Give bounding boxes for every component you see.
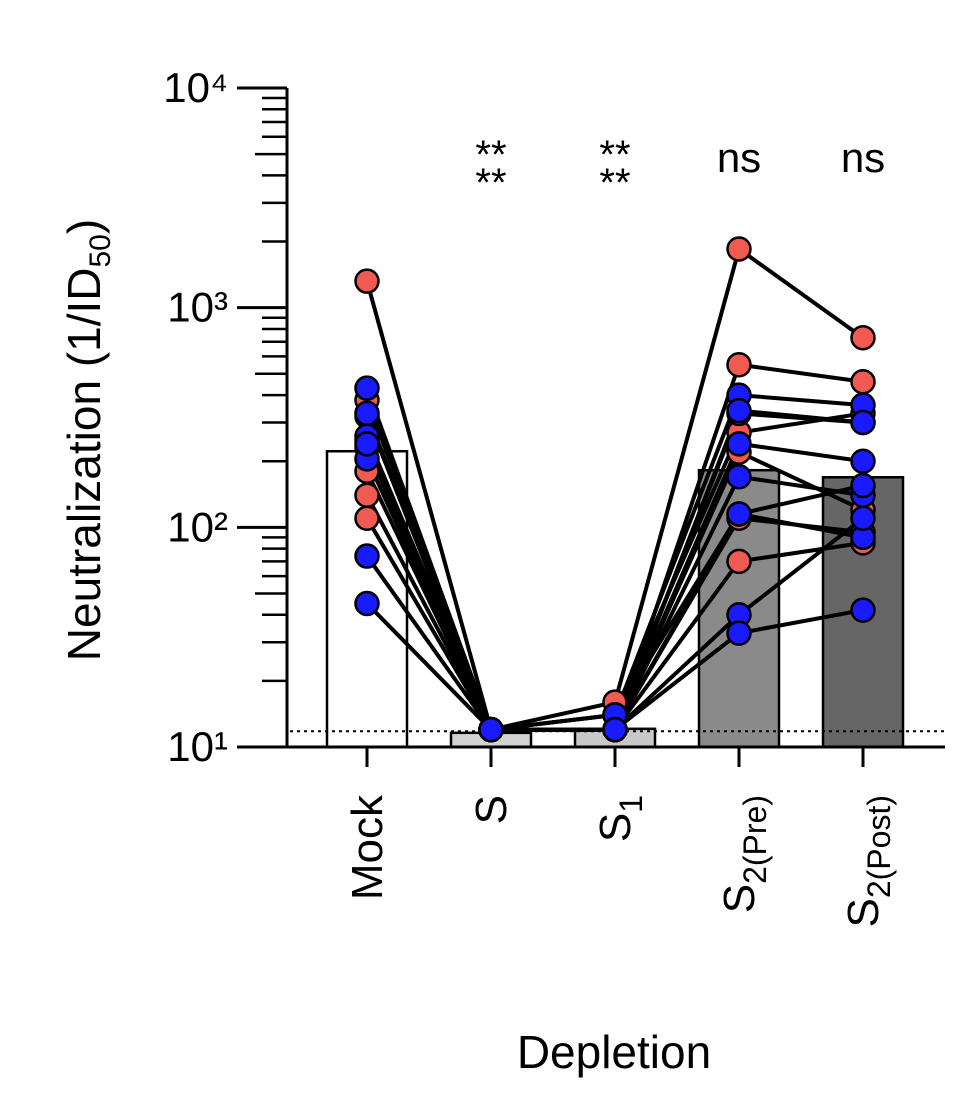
subject-point bbox=[850, 324, 876, 351]
subject-point bbox=[850, 368, 876, 395]
category-subscript: 2(Pre) bbox=[737, 795, 773, 884]
y-tick-label: 10² bbox=[167, 503, 228, 550]
significance-label: ns bbox=[717, 134, 761, 181]
subject-point bbox=[354, 505, 380, 531]
subject-point bbox=[602, 716, 628, 743]
subject-point bbox=[726, 548, 752, 575]
subject-point bbox=[726, 431, 752, 457]
category-name: S bbox=[591, 813, 640, 842]
subject-point bbox=[354, 400, 380, 427]
subject-point bbox=[850, 409, 876, 436]
y-label-end: ) bbox=[58, 219, 110, 234]
subject-point bbox=[726, 351, 752, 378]
subject-point bbox=[850, 472, 876, 499]
subject-point bbox=[354, 482, 380, 508]
y-label-main: Neutralization (1/ID bbox=[58, 267, 110, 661]
subject-point bbox=[850, 505, 876, 531]
x-tick-label: S2(Pre) bbox=[715, 795, 773, 913]
significance-label: ** bbox=[475, 161, 506, 205]
subject-point bbox=[478, 716, 504, 743]
subject-point bbox=[726, 620, 752, 646]
x-tick-label: S1 bbox=[591, 795, 649, 842]
x-tick-label: S bbox=[467, 795, 516, 824]
x-axis-label: Depletion bbox=[517, 1026, 711, 1078]
y-tick-label: 10³ bbox=[167, 284, 228, 331]
subject-point bbox=[726, 463, 752, 490]
category-subscript: 2(Post) bbox=[861, 795, 897, 898]
subject-point bbox=[850, 448, 876, 474]
subject-point bbox=[354, 590, 380, 617]
subject-line bbox=[365, 443, 864, 732]
subject-point bbox=[726, 501, 752, 527]
subject-point bbox=[354, 543, 380, 569]
x-tick-label: Mock bbox=[343, 794, 392, 900]
subject-line bbox=[365, 435, 864, 732]
subject-line bbox=[365, 411, 864, 732]
subject-point bbox=[354, 431, 380, 457]
subject-point bbox=[726, 397, 752, 424]
x-tick-label: S2(Post) bbox=[839, 795, 897, 928]
significance-label: ** bbox=[475, 133, 506, 177]
y-label-sub: 50 bbox=[84, 234, 117, 267]
significance-label: ** bbox=[599, 133, 630, 177]
subject-point bbox=[354, 268, 380, 294]
y-axis-label: Neutralization (1/ID50) bbox=[58, 219, 117, 661]
y-tick-label: 10¹ bbox=[167, 723, 228, 770]
significance-label: ** bbox=[599, 161, 630, 205]
category-name: S bbox=[839, 898, 888, 927]
category-name: Mock bbox=[343, 794, 392, 900]
significance-label: ns bbox=[841, 134, 885, 181]
category-name: S bbox=[467, 795, 516, 824]
y-tick-label: 10⁴ bbox=[163, 64, 228, 111]
category-name: S bbox=[715, 884, 764, 913]
category-subscript: 1 bbox=[613, 795, 649, 813]
subject-point bbox=[850, 597, 876, 623]
subject-line bbox=[365, 411, 864, 732]
subject-point bbox=[354, 375, 380, 401]
subject-point bbox=[726, 236, 752, 262]
